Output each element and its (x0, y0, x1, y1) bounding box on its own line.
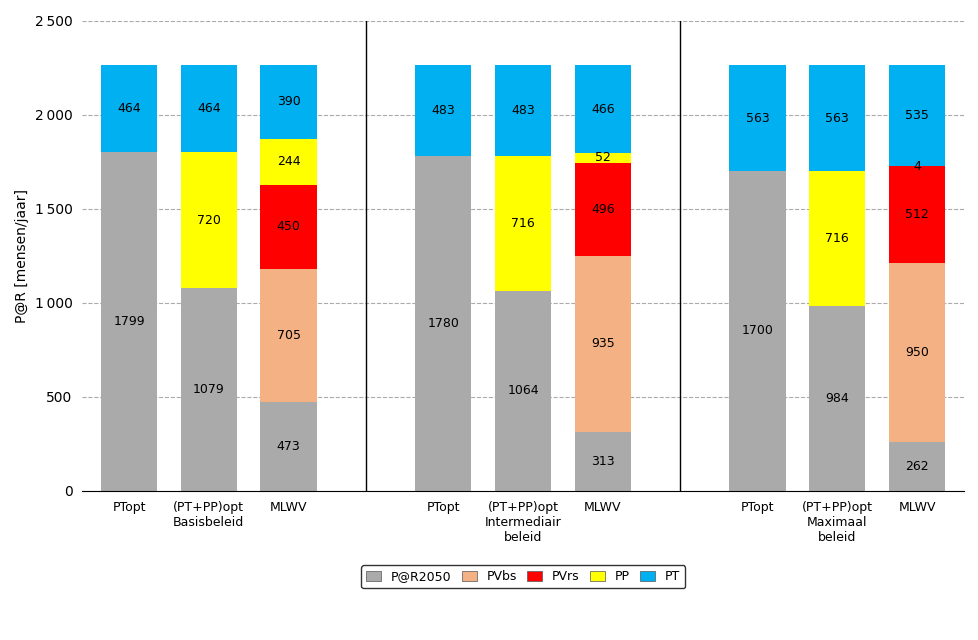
Bar (260, 139, 316, 184)
Text: 1780: 1780 (427, 317, 459, 330)
Bar (574, 163, 630, 256)
Bar (809, 171, 865, 306)
Text: 464: 464 (117, 102, 141, 115)
Text: 244: 244 (277, 155, 300, 168)
Bar (415, 65, 471, 156)
Bar (181, 288, 237, 491)
Bar (260, 65, 316, 139)
Text: 563: 563 (824, 111, 848, 125)
Text: 512: 512 (905, 208, 928, 221)
Bar (101, 65, 157, 152)
Text: 496: 496 (591, 203, 614, 216)
Bar (495, 65, 551, 156)
Text: 984: 984 (824, 392, 848, 404)
Bar (888, 166, 945, 263)
Text: 1064: 1064 (507, 384, 538, 397)
Bar (101, 152, 157, 491)
Text: 1700: 1700 (741, 324, 773, 337)
Text: 950: 950 (905, 346, 928, 358)
Bar (729, 65, 785, 171)
Text: 450: 450 (277, 220, 300, 234)
Text: 1079: 1079 (193, 383, 224, 396)
Text: 720: 720 (197, 214, 220, 227)
Text: 473: 473 (277, 440, 300, 453)
Bar (809, 306, 865, 491)
Bar (809, 65, 865, 171)
Bar (888, 442, 945, 491)
Text: 390: 390 (277, 95, 300, 108)
Bar (574, 432, 630, 491)
Bar (260, 269, 316, 402)
Text: 535: 535 (905, 109, 928, 122)
Text: 935: 935 (591, 337, 614, 351)
Text: 1799: 1799 (113, 315, 145, 328)
Bar (181, 65, 237, 152)
Bar (574, 256, 630, 432)
Text: 466: 466 (591, 102, 614, 116)
Bar (260, 184, 316, 269)
Y-axis label: P@R [mensen/jaar]: P@R [mensen/jaar] (15, 189, 29, 323)
Text: 483: 483 (431, 104, 455, 117)
Bar (729, 171, 785, 491)
Text: 464: 464 (197, 102, 220, 115)
Bar (260, 402, 316, 491)
Bar (495, 156, 551, 291)
Bar (888, 263, 945, 442)
Text: 563: 563 (745, 111, 769, 125)
Text: 262: 262 (905, 460, 928, 473)
Text: 705: 705 (276, 329, 300, 342)
Bar (181, 152, 237, 288)
Text: 52: 52 (595, 151, 610, 164)
Text: 716: 716 (824, 232, 848, 245)
Text: 4: 4 (912, 159, 920, 173)
Text: 483: 483 (511, 104, 534, 117)
Text: 716: 716 (511, 217, 534, 230)
Bar (574, 65, 630, 153)
Bar (574, 153, 630, 163)
Bar (495, 291, 551, 491)
Legend: P@R2050, PVbs, PVrs, PP, PT: P@R2050, PVbs, PVrs, PP, PT (361, 565, 685, 588)
Bar (888, 65, 945, 166)
Bar (415, 156, 471, 491)
Text: 313: 313 (591, 455, 614, 468)
